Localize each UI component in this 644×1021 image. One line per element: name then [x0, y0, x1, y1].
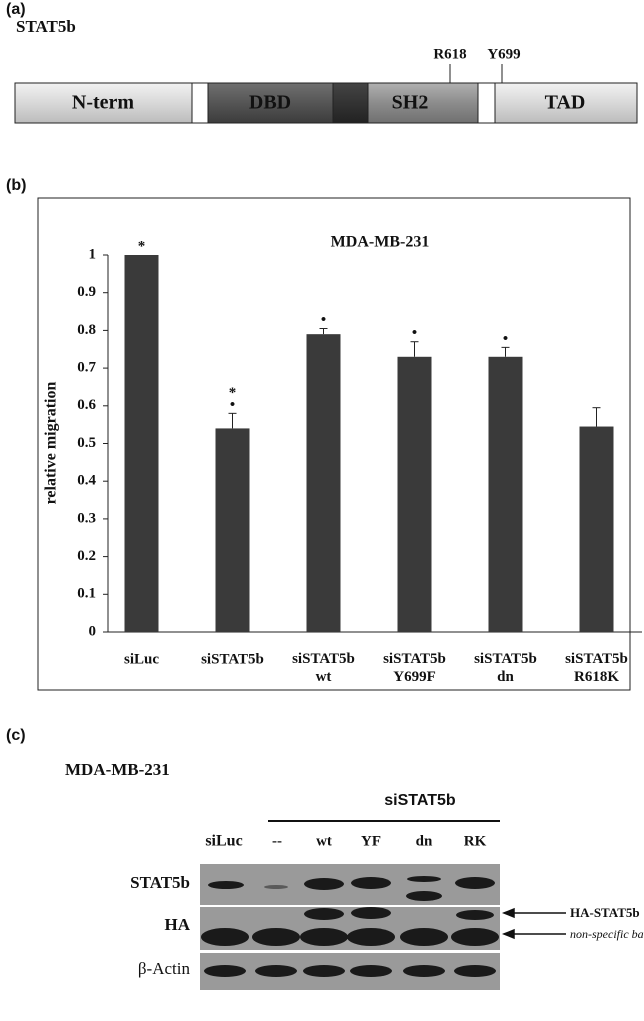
bar [398, 357, 432, 632]
site-label: Y699 [487, 46, 520, 62]
blot [200, 864, 500, 990]
cell-line: MDA-MB-231 [65, 760, 170, 779]
domain: DBD [249, 92, 291, 114]
error-bar [593, 408, 601, 427]
annotation: * [138, 238, 146, 254]
error-bar [502, 347, 510, 356]
row-label: STAT5b [130, 873, 190, 892]
y-tick-label: 0.2 [77, 548, 96, 564]
group-label: siSTAT5b [384, 792, 456, 809]
bar [307, 334, 341, 632]
site-label: R618 [433, 46, 466, 62]
lane-label: dn [416, 833, 433, 849]
domain: N-term [72, 92, 135, 114]
annotation: • [412, 325, 417, 341]
annotation: • [321, 312, 326, 328]
y-axis-label: relative migration [43, 382, 60, 505]
domain: TAD [545, 92, 586, 114]
y-tick-label: 0.1 [77, 586, 96, 602]
panel-label: (a) [6, 1, 26, 18]
lane-label: wt [316, 833, 332, 849]
y-tick-label: 0.8 [77, 322, 96, 338]
row-label: β-Actin [138, 959, 191, 978]
annotation: • [230, 397, 235, 413]
y-tick-label: 0.7 [77, 360, 96, 376]
row-label: HA [165, 915, 191, 934]
protein-name: STAT5b [16, 17, 76, 36]
lane-label: RK [464, 833, 487, 849]
chart-title: MDA-MB-231 [331, 234, 430, 251]
error-bar [411, 342, 419, 357]
panel-label: (b) [6, 177, 26, 194]
y-tick-label: 0 [89, 623, 97, 639]
y-tick-label: 0.3 [77, 510, 96, 526]
arrow-label: non-specific band [570, 927, 644, 941]
lane-label: YF [361, 833, 381, 849]
arrows [504, 909, 566, 938]
x-tick-label: siSTAT5b [201, 651, 264, 667]
panel-label: (c) [6, 727, 26, 744]
plot: 0 0.1 0.2 0.3 0.4 0.5 0.6 0.7 0.8 0.9 1 siLuc siSTAT… [77, 238, 642, 685]
bar [125, 255, 159, 632]
arrow-label: HA-STAT5b [570, 905, 640, 920]
bar [580, 427, 614, 632]
y-tick-label: 0.9 [77, 284, 96, 300]
y-tick-label: 0.6 [77, 397, 96, 413]
y-tick-label: 0.5 [77, 435, 96, 451]
lane-label: siLuc [205, 833, 242, 850]
domain: SH2 [392, 92, 429, 114]
bar [216, 428, 250, 632]
lane-label: -- [272, 833, 282, 849]
x-tick-label: siLuc [124, 651, 159, 667]
y-tick-label: 1 [89, 246, 97, 262]
error-bar [320, 329, 328, 335]
bar [489, 357, 523, 632]
annotation: • [503, 331, 508, 347]
figure: (a) STAT5b N-term DBD SH2 TAD R618 Y699 … [0, 0, 644, 1021]
y-tick-label: 0.4 [77, 473, 96, 489]
error-bar [229, 413, 237, 428]
